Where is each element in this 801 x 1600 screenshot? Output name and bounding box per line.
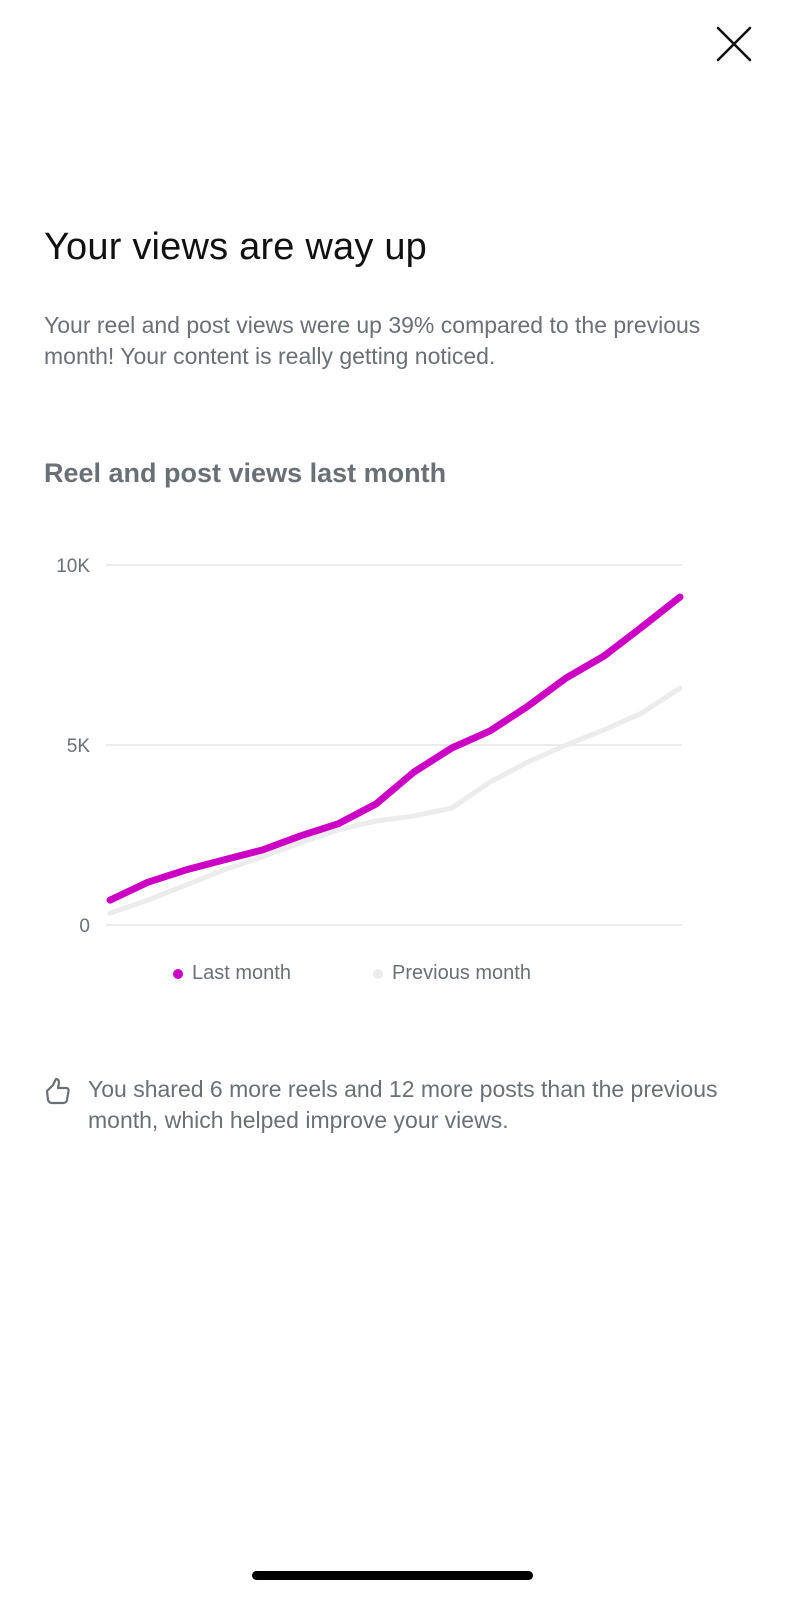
legend-dot-previous-month	[373, 968, 383, 979]
series-line-last-month	[106, 593, 684, 904]
series-line-previous-month	[107, 685, 683, 916]
legend-label: Previous month	[392, 962, 531, 984]
legend-label: Last month	[192, 962, 291, 984]
thumbs-up-icon	[45, 1077, 70, 1105]
page-title: Your views are way up	[44, 226, 427, 268]
legend-item-last-month: Last month	[173, 962, 291, 985]
chart-title: Reel and post views last month	[44, 458, 447, 488]
subtitle: Your reel and post views were up 39% com…	[44, 312, 701, 369]
close-icon	[716, 26, 752, 62]
y-tick-label: 5K	[67, 736, 91, 757]
insight-tip: You shared 6 more reels and 12 more post…	[44, 1074, 728, 1136]
legend-dot-last-month	[173, 968, 183, 979]
close-button[interactable]	[712, 22, 756, 66]
views-line-chart: 0 5K 10K	[56, 556, 684, 937]
tip-text: You shared 6 more reels and 12 more post…	[88, 1076, 718, 1133]
y-tick-label: 0	[79, 916, 90, 937]
y-tick-label: 10K	[56, 556, 90, 577]
legend-item-previous-month: Previous month	[373, 962, 531, 985]
home-indicator	[252, 1571, 533, 1580]
